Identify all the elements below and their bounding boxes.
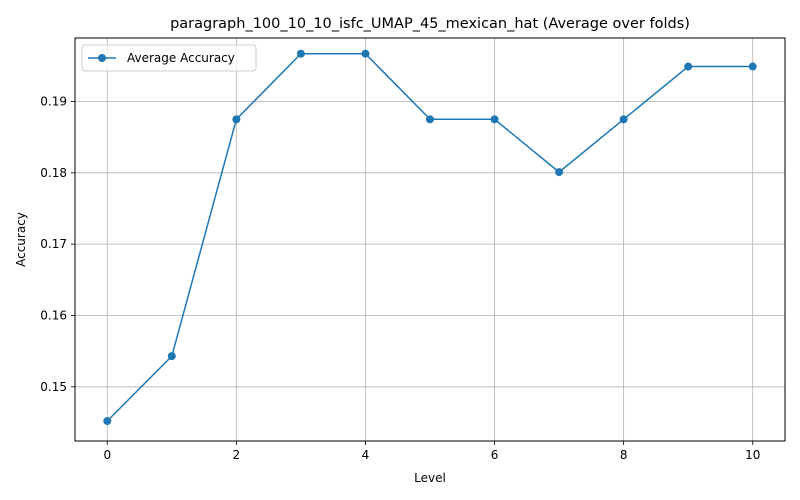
y-tick-label: 0.19 xyxy=(40,94,67,108)
plot-area-frame xyxy=(74,37,786,442)
y-axis-label: Accuracy xyxy=(14,212,28,267)
y-tick-label: 0.18 xyxy=(40,166,67,180)
y-tick-label: 0.17 xyxy=(40,237,67,251)
data-point xyxy=(296,49,305,58)
legend-marker-swatch xyxy=(98,54,106,62)
legend: Average Accuracy xyxy=(81,44,257,72)
data-point xyxy=(167,352,176,361)
y-tick-label: 0.15 xyxy=(40,380,67,394)
chart-title: paragraph_100_10_10_isfc_UMAP_45_mexican… xyxy=(170,16,690,32)
x-tick-label: 4 xyxy=(362,448,370,462)
data-point xyxy=(619,115,628,124)
grid-lines xyxy=(75,38,785,441)
x-axis-ticks: 0 2 4 6 8 10 xyxy=(103,441,760,462)
data-point xyxy=(426,115,434,124)
legend-box xyxy=(81,44,257,72)
data-point xyxy=(232,115,241,124)
legend-label: Average Accuracy xyxy=(127,51,235,65)
x-tick-label: 0 xyxy=(103,448,111,462)
y-tick-label: 0.16 xyxy=(40,308,67,322)
data-point xyxy=(555,168,564,177)
x-axis-label: Level xyxy=(414,471,446,485)
data-point xyxy=(361,49,370,58)
data-point xyxy=(490,115,499,124)
data-point xyxy=(684,62,693,71)
x-tick-label: 10 xyxy=(745,448,760,462)
data-point xyxy=(103,417,112,426)
data-point xyxy=(748,62,757,71)
x-tick-label: 2 xyxy=(233,448,241,462)
y-axis-ticks: 0.15 0.16 0.17 0.18 0.19 xyxy=(40,94,75,394)
x-tick-label: 6 xyxy=(491,448,499,462)
series-layer xyxy=(103,49,757,426)
x-tick-label: 8 xyxy=(620,448,628,462)
